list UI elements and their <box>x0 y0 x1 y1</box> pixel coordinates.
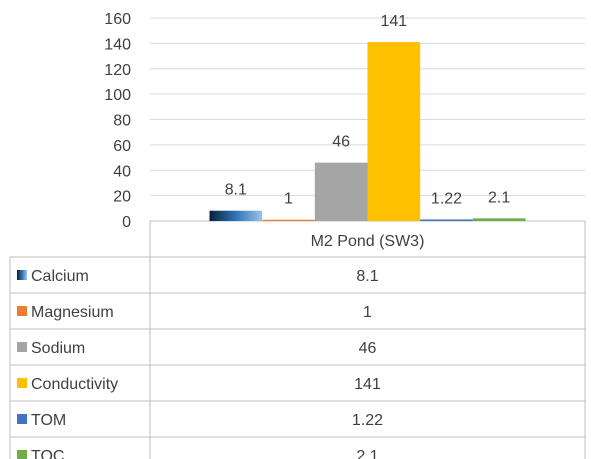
data-label: 1.22 <box>431 190 462 207</box>
table-value: 1.22 <box>352 412 383 429</box>
bar-magnesium <box>262 219 315 221</box>
y-tick-label: 0 <box>122 214 131 231</box>
y-tick-label: 60 <box>113 138 131 155</box>
y-tick-label: 40 <box>113 163 131 180</box>
data-label: 1 <box>284 191 293 208</box>
legend-key-sodium <box>17 342 27 352</box>
legend-key-tom <box>17 414 27 424</box>
legend-label: Magnesium <box>31 304 114 321</box>
bar-sodium <box>314 162 368 221</box>
y-tick-label: 80 <box>113 113 131 130</box>
bar-calcium <box>209 210 263 221</box>
table-value: 2.1 <box>356 448 378 459</box>
legend-key-calcium <box>17 270 27 280</box>
data-label: 46 <box>332 134 350 151</box>
y-axis-ticks: 0 20 40 60 80 100 120 140 160 <box>104 11 131 231</box>
bar-tom <box>420 219 473 221</box>
bars <box>209 42 526 222</box>
data-label: 141 <box>380 13 407 30</box>
data-label: 8.1 <box>225 182 247 199</box>
legend-key-magnesium <box>17 306 27 316</box>
table-value: 8.1 <box>356 268 378 285</box>
bar-conductivity <box>367 42 421 222</box>
data-labels: 8.1 1 46 141 1.22 2.1 <box>225 13 511 208</box>
table-value: 1 <box>363 304 372 321</box>
y-tick-label: 120 <box>104 62 131 79</box>
y-tick-label: 140 <box>104 36 131 53</box>
data-label: 2.1 <box>488 189 510 206</box>
y-tick-label: 160 <box>104 11 131 28</box>
y-tick-label: 20 <box>113 189 131 206</box>
legend-label: TOC <box>31 448 64 459</box>
table-value: 46 <box>359 340 377 357</box>
legend-label: Conductivity <box>31 376 118 393</box>
bar-toc <box>472 218 526 221</box>
category-label: M2 Pond (SW3) <box>311 233 425 250</box>
legend-label: TOM <box>31 412 66 429</box>
legend-key-toc <box>17 450 27 459</box>
legend-label: Sodium <box>31 340 85 357</box>
legend-key-conductivity <box>17 378 27 388</box>
data-table: M2 Pond (SW3) Calcium 8.1 Magnesium 1 Sodium 4… <box>9 220 586 459</box>
y-tick-label: 100 <box>104 87 131 104</box>
table-value: 141 <box>354 376 381 393</box>
legend-label: Calcium <box>31 268 89 285</box>
